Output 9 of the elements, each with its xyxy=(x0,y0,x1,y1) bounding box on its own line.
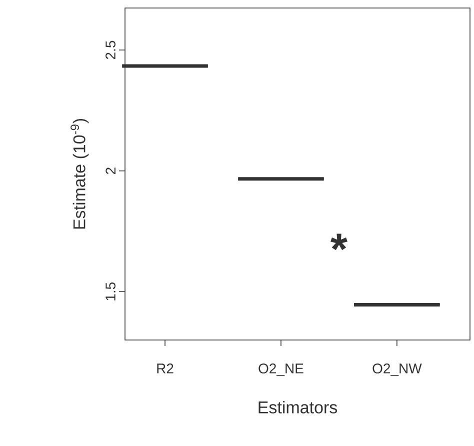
x-tick-label: O2_NW xyxy=(372,364,422,376)
y-tick-label: 2.5 xyxy=(106,40,116,60)
annotation: * xyxy=(330,234,348,250)
y-tick-label: 2 xyxy=(106,168,116,174)
y-tick-label: 1.5 xyxy=(106,282,116,300)
x-tick-label: R2 xyxy=(157,364,174,374)
y-axis-title: Estimate (10$^{-9}$) xyxy=(70,118,89,229)
x-tick-label: O2_NE xyxy=(258,364,304,376)
x-axis-title: Estimators xyxy=(258,400,338,414)
